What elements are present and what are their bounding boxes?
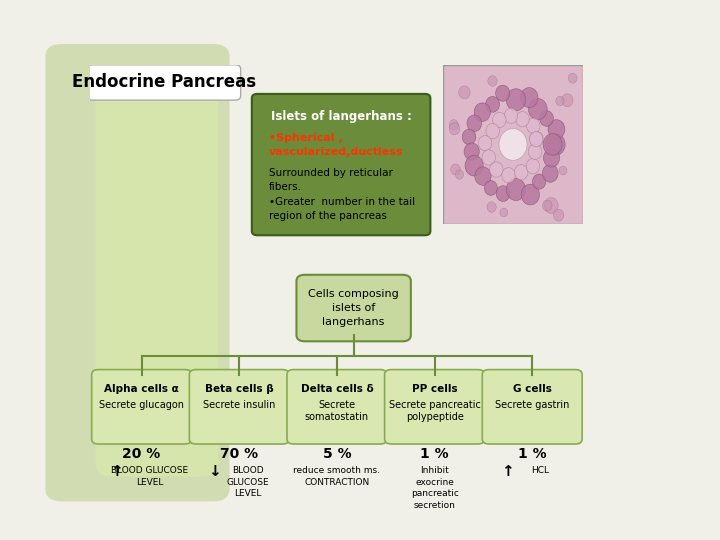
- Text: Secrete gastrin: Secrete gastrin: [495, 400, 570, 409]
- Circle shape: [474, 167, 491, 185]
- Text: Islets of langerhans :: Islets of langerhans :: [271, 110, 412, 123]
- Circle shape: [449, 123, 460, 134]
- FancyBboxPatch shape: [45, 44, 230, 501]
- Circle shape: [542, 200, 552, 211]
- Circle shape: [548, 120, 565, 139]
- FancyBboxPatch shape: [482, 369, 582, 444]
- Circle shape: [546, 133, 565, 156]
- Text: Secrete
somatostatin: Secrete somatostatin: [305, 400, 369, 422]
- Circle shape: [496, 186, 510, 201]
- Text: •Spherical ,
vascularized,ductless: •Spherical , vascularized,ductless: [269, 133, 403, 157]
- FancyBboxPatch shape: [96, 69, 218, 476]
- FancyBboxPatch shape: [384, 369, 485, 444]
- Circle shape: [459, 86, 470, 99]
- Text: 1 %: 1 %: [518, 447, 546, 461]
- Text: Alpha cells α: Alpha cells α: [104, 384, 179, 394]
- Circle shape: [506, 89, 526, 111]
- Text: BLOOD
GLUCOSE
LEVEL: BLOOD GLUCOSE LEVEL: [226, 467, 269, 498]
- Circle shape: [456, 170, 464, 179]
- Text: Cells composing
islets of
langerhans: Cells composing islets of langerhans: [308, 289, 399, 327]
- Circle shape: [485, 97, 500, 112]
- Circle shape: [553, 209, 564, 221]
- Text: PP cells: PP cells: [412, 384, 457, 394]
- Circle shape: [488, 76, 497, 86]
- Circle shape: [528, 144, 541, 159]
- Circle shape: [544, 198, 558, 213]
- Circle shape: [568, 73, 577, 83]
- Circle shape: [490, 162, 503, 177]
- Text: 20 %: 20 %: [122, 447, 161, 461]
- Circle shape: [521, 87, 538, 107]
- Circle shape: [528, 98, 547, 120]
- Circle shape: [533, 174, 546, 189]
- FancyBboxPatch shape: [87, 65, 240, 100]
- Text: Endocrine Pancreas: Endocrine Pancreas: [71, 73, 256, 91]
- FancyBboxPatch shape: [297, 275, 411, 341]
- FancyBboxPatch shape: [91, 369, 192, 444]
- Circle shape: [506, 179, 526, 200]
- Circle shape: [492, 112, 506, 127]
- Circle shape: [526, 159, 540, 174]
- Circle shape: [529, 132, 543, 147]
- Circle shape: [544, 149, 559, 167]
- Text: Surrounded by reticular
fibers.
•Greater  number in the tail
region of the pancr: Surrounded by reticular fibers. •Greater…: [269, 168, 415, 221]
- Circle shape: [540, 111, 554, 126]
- Text: ↑: ↑: [110, 464, 123, 480]
- FancyBboxPatch shape: [252, 94, 431, 235]
- Circle shape: [467, 115, 482, 132]
- Circle shape: [462, 129, 476, 145]
- Text: Secrete insulin: Secrete insulin: [203, 400, 276, 409]
- Circle shape: [500, 208, 508, 217]
- Circle shape: [485, 180, 498, 195]
- Circle shape: [486, 124, 500, 139]
- FancyBboxPatch shape: [189, 369, 289, 444]
- Text: Secrete pancreatic
polypeptide: Secrete pancreatic polypeptide: [389, 400, 480, 422]
- Circle shape: [474, 103, 490, 122]
- Circle shape: [559, 166, 567, 175]
- Circle shape: [502, 167, 516, 183]
- Text: 70 %: 70 %: [220, 447, 258, 461]
- Text: 1 %: 1 %: [420, 447, 449, 461]
- Circle shape: [464, 143, 480, 160]
- Text: Beta cells β: Beta cells β: [205, 384, 274, 394]
- Circle shape: [516, 112, 529, 127]
- Text: HCL: HCL: [531, 467, 549, 475]
- Text: Delta cells δ: Delta cells δ: [300, 384, 373, 394]
- Text: Inhibit
exocrine
pancreatic
secretion: Inhibit exocrine pancreatic secretion: [410, 467, 459, 510]
- FancyBboxPatch shape: [443, 65, 583, 224]
- Circle shape: [526, 118, 540, 133]
- Circle shape: [562, 94, 573, 107]
- Text: BLOOD GLUCOSE
LEVEL: BLOOD GLUCOSE LEVEL: [112, 467, 189, 487]
- Text: 5 %: 5 %: [323, 447, 351, 461]
- Circle shape: [449, 120, 459, 130]
- Text: ↓: ↓: [208, 464, 220, 480]
- Text: ↑: ↑: [500, 464, 513, 480]
- Circle shape: [487, 202, 496, 212]
- Text: Secrete glucagon: Secrete glucagon: [99, 400, 184, 409]
- Circle shape: [478, 136, 492, 151]
- Circle shape: [521, 184, 539, 205]
- Circle shape: [451, 164, 460, 175]
- Circle shape: [504, 108, 518, 123]
- Circle shape: [514, 165, 528, 180]
- Circle shape: [530, 131, 543, 147]
- Circle shape: [499, 129, 527, 160]
- Circle shape: [482, 150, 495, 165]
- Circle shape: [542, 164, 558, 182]
- Text: G cells: G cells: [513, 384, 552, 394]
- FancyBboxPatch shape: [287, 369, 387, 444]
- Circle shape: [543, 134, 562, 155]
- Circle shape: [465, 156, 483, 176]
- Circle shape: [495, 85, 510, 101]
- Text: reduce smooth ms.
CONTRACTION: reduce smooth ms. CONTRACTION: [294, 467, 380, 487]
- Circle shape: [556, 96, 564, 106]
